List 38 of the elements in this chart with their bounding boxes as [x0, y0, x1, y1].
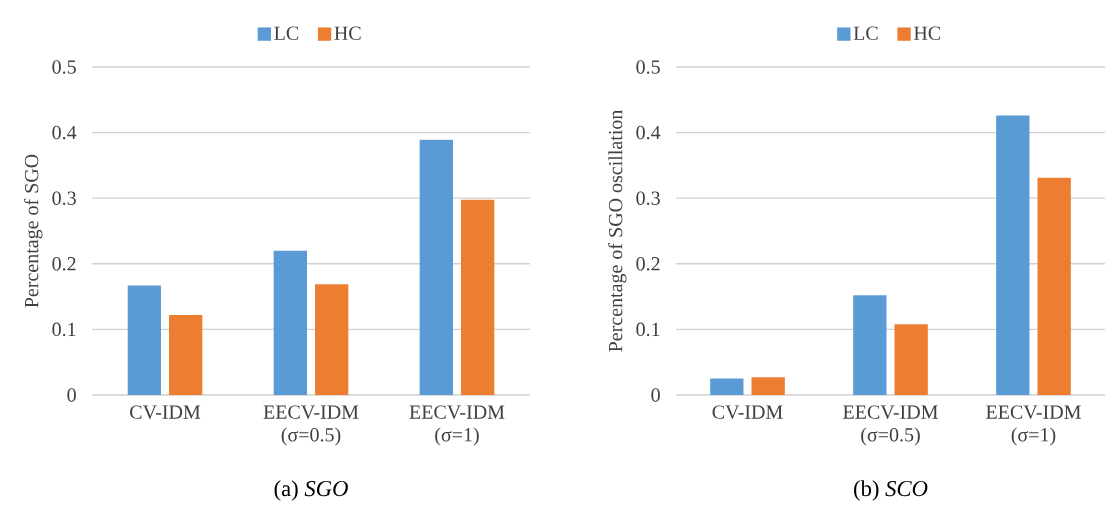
x-tick-label: CV-IDM	[712, 405, 783, 419]
bar	[169, 314, 203, 395]
bar	[127, 285, 162, 395]
bar	[273, 250, 307, 395]
legend-label: LC	[274, 26, 299, 40]
y-tick-label: 0.3	[636, 191, 660, 205]
bar	[894, 324, 928, 395]
y-axis-title: Percentage of SGO	[24, 154, 43, 308]
y-tick-label: 0.3	[52, 191, 76, 205]
legend-label: HC	[913, 26, 941, 40]
bar	[853, 295, 887, 395]
bar	[315, 284, 349, 395]
y-tick-label: 0	[67, 388, 76, 402]
bar	[710, 378, 744, 395]
y-tick-label: 0.5	[636, 60, 660, 74]
x-tick-label: CV-IDM	[130, 405, 201, 419]
x-tick-label: EECV-IDM (σ=1)	[986, 405, 1081, 446]
x-tick-label: EECV-IDM (σ=0.5)	[263, 405, 359, 446]
legend-label: HC	[334, 26, 361, 40]
y-tick-label: 0.4	[636, 125, 661, 140]
bar	[996, 115, 1030, 395]
bar	[461, 199, 495, 395]
y-tick-label: 0.4	[52, 125, 77, 140]
y-tick-label: 0.1	[636, 322, 660, 337]
text: (a) SGO	[274, 480, 348, 501]
x-tick-label: EECV-IDM (σ=1)	[409, 405, 505, 446]
bar	[419, 139, 453, 395]
y-tick-label: 0	[651, 388, 660, 402]
y-tick-label: 0.5	[52, 60, 76, 74]
bar	[751, 377, 785, 395]
y-tick-label: 0.1	[52, 322, 76, 337]
text: (b) SCO	[854, 480, 928, 501]
x-tick-label: EECV-IDM (σ=0.5)	[843, 405, 938, 446]
y-tick-label: 0.2	[52, 257, 76, 271]
bar	[1037, 177, 1071, 395]
y-tick-label: 0.2	[636, 257, 660, 271]
y-axis-title: Percentage of SGO oscillation	[608, 109, 627, 352]
legend-label: LC	[853, 26, 878, 40]
